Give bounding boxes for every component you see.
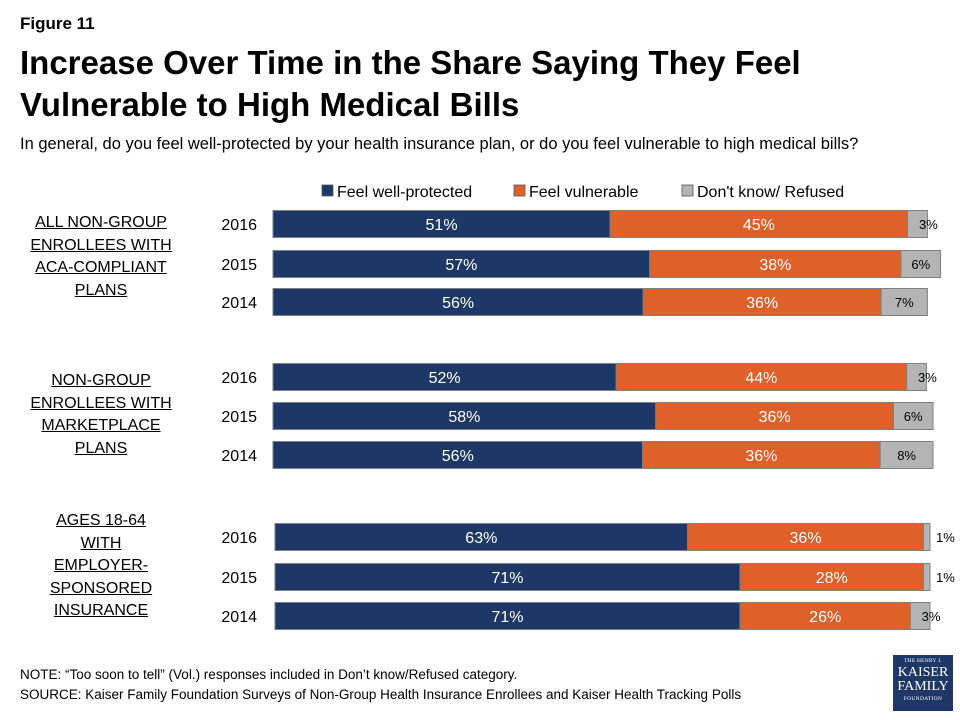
group-label: ALL NON-GROUP ENROLLEES WITH ACA-COMPLIANT… bbox=[20, 212, 182, 302]
legend-label: Feel vulnerable bbox=[529, 184, 639, 201]
bar-segment bbox=[274, 602, 741, 630]
legend-swatch bbox=[321, 184, 334, 197]
bar-segment bbox=[739, 602, 911, 630]
bar-segment bbox=[272, 288, 644, 316]
group-label-line: NON-GROUP bbox=[51, 372, 151, 389]
data-label: 71% bbox=[492, 570, 524, 587]
legend-swatch bbox=[513, 184, 526, 197]
legend-label: Feel well-protected bbox=[337, 184, 472, 201]
bar-segment bbox=[274, 523, 689, 551]
data-label: 26% bbox=[809, 609, 841, 626]
data-label: 36% bbox=[790, 530, 822, 547]
group-label-line: ENROLLEES WITH bbox=[30, 236, 172, 254]
year-label: 2016 bbox=[221, 530, 257, 547]
bar-segment bbox=[272, 441, 644, 469]
group-label-line: EMPLOYER- bbox=[53, 557, 149, 574]
bar-segment bbox=[272, 363, 617, 391]
group-label-line: PLANS bbox=[74, 281, 128, 299]
year-label: 2016 bbox=[221, 217, 257, 234]
data-label: 57% bbox=[445, 257, 477, 274]
bar-segment bbox=[879, 441, 934, 469]
data-label: 58% bbox=[448, 409, 480, 426]
data-label: 52% bbox=[429, 370, 461, 387]
data-label: 3% bbox=[922, 609, 941, 624]
bar-segment bbox=[274, 563, 741, 591]
group-label-line: ENROLLEES WITH bbox=[30, 394, 172, 412]
data-label: 6% bbox=[911, 257, 930, 272]
year-label: 2015 bbox=[221, 257, 257, 274]
data-label: 36% bbox=[759, 409, 791, 426]
year-label: 2016 bbox=[221, 370, 257, 387]
bar-segment bbox=[922, 523, 931, 551]
bar-segment bbox=[687, 523, 924, 551]
group-label-line: ACA-COMPLIANT bbox=[35, 259, 167, 276]
logo-line-1: THE HENRY J. bbox=[904, 658, 942, 664]
data-label: 3% bbox=[919, 217, 938, 232]
bar-segment bbox=[900, 250, 942, 278]
year-label: 2014 bbox=[221, 609, 257, 626]
logo-line-2: KAISER bbox=[897, 665, 949, 680]
group-label: AGES 18-64 WITH EMPLOYER- SPONSORED INSURANC… bbox=[20, 510, 182, 623]
bar-segment bbox=[909, 602, 931, 630]
data-label: 38% bbox=[759, 257, 791, 274]
year-label: 2015 bbox=[221, 409, 257, 426]
group-label-line: MARKETPLACE bbox=[41, 417, 161, 434]
data-label: 28% bbox=[816, 570, 848, 587]
group-label-line: AGES 18-64 bbox=[56, 512, 146, 529]
year-label: 2014 bbox=[221, 448, 257, 465]
kff-logo: THE HENRY J. KAISER FAMILY FOUNDATION bbox=[893, 655, 953, 711]
legend-swatch bbox=[681, 184, 694, 197]
bar-segment bbox=[739, 563, 924, 591]
data-label: 1% bbox=[936, 570, 955, 585]
bar-segment bbox=[655, 402, 894, 430]
data-label: 45% bbox=[743, 217, 775, 234]
group-label: NON-GROUP ENROLLEES WITH MARKETPLACE PLANS bbox=[20, 370, 182, 460]
data-label: 6% bbox=[904, 409, 923, 424]
bar-segment bbox=[272, 250, 651, 278]
data-label: 56% bbox=[442, 448, 474, 465]
bar-segment bbox=[649, 250, 902, 278]
chart-title: Increase Over Time in the Share Saying T… bbox=[20, 44, 801, 123]
group-label-line: ALL NON-GROUP bbox=[35, 214, 167, 231]
bar-segment bbox=[642, 288, 882, 316]
data-label: 71% bbox=[492, 609, 524, 626]
bar-segment bbox=[907, 210, 928, 238]
bar-segment bbox=[906, 363, 927, 391]
bar-segment bbox=[922, 563, 931, 591]
year-label: 2015 bbox=[221, 570, 257, 587]
bar-segment bbox=[880, 288, 928, 316]
data-label: 36% bbox=[746, 295, 778, 312]
logo-line-3: FAMILY bbox=[897, 679, 949, 694]
year-label: 2014 bbox=[221, 295, 257, 312]
group-label-line: PLANS bbox=[74, 439, 128, 457]
logo-line-4: FOUNDATION bbox=[903, 696, 943, 702]
data-label: 7% bbox=[895, 295, 914, 310]
data-label: 36% bbox=[745, 448, 777, 465]
data-label: 51% bbox=[426, 217, 458, 234]
data-label: 8% bbox=[897, 448, 916, 463]
data-label: 63% bbox=[465, 530, 497, 547]
bar-segment bbox=[642, 441, 881, 469]
figure-label: Figure 11 bbox=[20, 14, 95, 33]
data-label: 56% bbox=[442, 295, 474, 312]
group-label-line: INSURANCE bbox=[53, 602, 149, 619]
note-text: NOTE: “Too soon to tell” (Vol.) response… bbox=[20, 667, 518, 682]
chart-subtitle: In general, do you feel well-protected b… bbox=[20, 135, 859, 153]
source-text: SOURCE: Kaiser Family Foundation Surveys… bbox=[20, 687, 742, 702]
data-label: 3% bbox=[918, 370, 937, 385]
legend-label: Don't know/ Refused bbox=[697, 184, 844, 201]
group-label-line: SPONSORED bbox=[49, 579, 153, 597]
data-label: 1% bbox=[936, 530, 955, 545]
bar-segment bbox=[892, 402, 934, 430]
stacked-bar-chart: Feel well-protected Feel vulnerable Don't … bbox=[221, 184, 955, 630]
data-label: 44% bbox=[745, 370, 777, 387]
bar-segment bbox=[615, 363, 908, 391]
group-label-line: WITH bbox=[80, 534, 122, 552]
